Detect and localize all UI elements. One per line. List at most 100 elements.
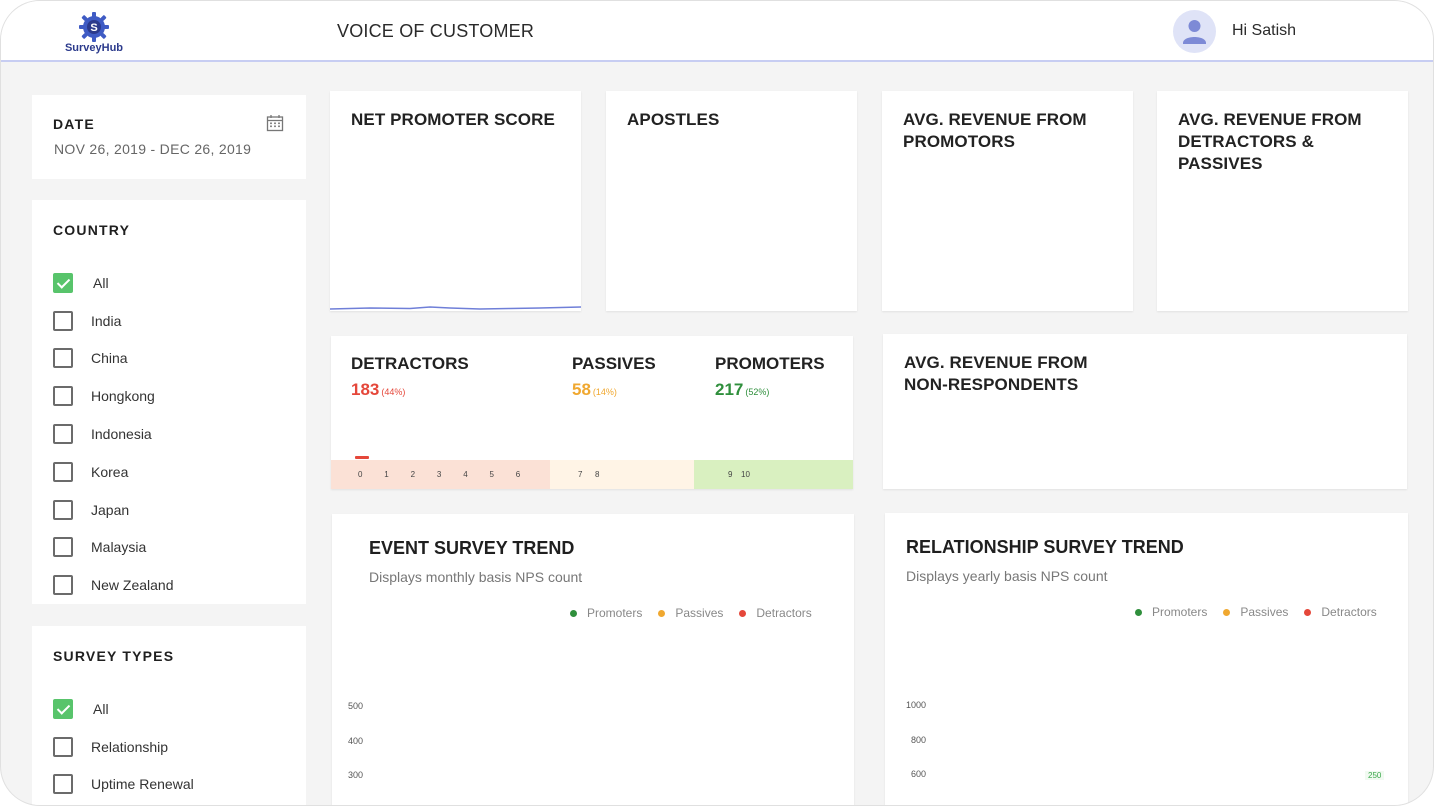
legend-dot [1135,608,1142,616]
y-tick: 400 [348,736,364,746]
checkbox[interactable] [53,348,73,369]
logo[interactable]: S SurveyHub [61,11,127,57]
event-trend-legend: Promoters Passives Detractors [554,606,812,620]
legend-item[interactable]: Detractors [1304,605,1377,619]
scale-tick: 5 [489,470,494,479]
scale-tick: 1 [384,470,389,479]
legend-item[interactable]: Passives [658,606,723,620]
legend-label: Passives [675,606,724,620]
checkbox-label: India [91,312,122,329]
calendar-icon[interactable] [266,114,284,132]
detractors-percent: (44%) [381,387,406,397]
top-bar: S SurveyHub VOICE OF CUSTOMER Hi Satish [1,1,1433,62]
scale-tick: 8 [595,470,600,479]
legend-item[interactable]: Detractors [739,606,812,620]
promoters-block[interactable]: PROMOTERS 217 (52%) [715,354,825,400]
user-greeting[interactable]: Hi Satish [1232,22,1297,39]
legend-item[interactable]: Passives [1223,605,1288,619]
apostles-card[interactable]: APOSTLES [606,91,857,311]
checkbox[interactable] [53,499,73,520]
checkbox-label: Malaysia [91,539,147,556]
relationship-trend-subtitle: Displays yearly basis NPS count [906,568,1108,584]
passives-label: PASSIVES [572,354,656,373]
promoters-value-row: 217 (52%) [715,380,825,400]
checkbox[interactable] [53,736,73,757]
scale-tick: 9 [728,470,733,479]
country-option[interactable]: India [53,302,174,340]
country-option[interactable]: Japan [53,491,174,529]
checkbox[interactable] [53,310,73,331]
country-option[interactable]: All [53,264,174,302]
y-tick: 800 [911,735,927,745]
checkbox[interactable] [53,537,73,558]
survey-types-heading: SURVEY TYPES [53,648,175,664]
survey_types-option[interactable]: Relationship [53,728,194,766]
nps-breakdown-card: DETRACTORS 183 (44%) PASSIVES 58 (14%) PRO… [331,336,853,489]
y-tick: 500 [348,701,364,711]
scale-tick: 6 [515,470,521,479]
user-icon [1183,20,1206,44]
country-option[interactable]: Hongkong [53,377,174,415]
country-option[interactable]: Indonesia [53,415,174,453]
nps-card[interactable]: NET PROMOTER SCORE [330,91,581,311]
country-filter-panel: COUNTRY All India China Hongkong Indonesia Ko… [32,200,306,604]
legend-label: Detractors [756,606,812,620]
checkbox[interactable] [53,424,73,445]
scale-tick: 7 [578,470,583,479]
survey_types-option[interactable]: All [53,690,194,728]
country-option[interactable]: China [53,340,174,378]
legend-dot [1304,608,1312,616]
avg-revenue-promoters-title: AVG. REVENUE FROM PROMOTORS [903,110,1087,151]
checkbox[interactable] [53,386,73,407]
passives-count: 58 [572,380,591,399]
checkbox-label: Relationship [91,738,169,755]
checkbox[interactable] [53,461,73,482]
detractors-label: DETRACTORS [351,354,469,373]
scale-tick: 4 [463,470,468,479]
relationship-trend-title: RELATIONSHIP SURVEY TREND [906,537,1184,557]
event-survey-trend-card: EVENT SURVEY TREND Displays monthly basi… [332,514,854,805]
legend-label: Passives [1240,605,1289,619]
checkbox-label: All [93,274,109,291]
nps-title: NET PROMOTER SCORE [351,110,555,129]
legend-dot [570,609,577,617]
passives-value-row: 58 (14%) [572,380,656,400]
event-trend-title: EVENT SURVEY TREND [369,538,575,558]
legend-label: Detractors [1321,605,1377,619]
legend-label: Promoters [1152,605,1208,619]
checkbox-label: Indonesia [91,426,152,443]
nps-sparkline [330,306,581,310]
legend-item[interactable]: Promoters [1135,605,1207,619]
avg-revenue-promoters-card[interactable]: AVG. REVENUE FROM PROMOTORS [882,91,1133,311]
country-option[interactable]: New Zealand [53,566,174,604]
checkbox[interactable] [53,575,73,596]
avg-revenue-nonrespondents-card[interactable]: AVG. REVENUE FROM NON-RESPONDENTS [883,334,1407,489]
promoters-count: 217 [715,380,744,399]
detractor-range: 0 1 2 3 4 5 6 [331,460,550,489]
date-range[interactable]: NOV 26, 2019 - DEC 26, 2019 [54,141,252,157]
y-tick: 1000 [906,700,927,710]
country-option[interactable]: Korea [53,453,174,491]
passives-block[interactable]: PASSIVES 58 (14%) [572,354,656,400]
avatar[interactable] [1173,10,1216,53]
avg-revenue-detractors-card[interactable]: AVG. REVENUE FROM DETRACTORS & PASSIVES [1157,91,1408,311]
survey-type-options: All Relationship Uptime Renewal [53,690,194,803]
legend-label: Promoters [587,606,643,620]
y-tick: 300 [348,770,364,780]
checkbox-label: Hongkong [91,388,155,405]
detractors-block[interactable]: DETRACTORS 183 (44%) [351,354,469,400]
scale-tick: 3 [436,470,442,479]
promoter-range: 9 10 [694,460,853,489]
survey_types-option[interactable]: Uptime Renewal [53,766,194,804]
legend-item[interactable]: Promoters [570,606,642,620]
date-heading: DATE [53,116,95,132]
checkbox[interactable] [53,698,73,719]
legend-dot [739,609,747,617]
checkbox[interactable] [53,774,73,795]
country-option[interactable]: Malaysia [53,529,174,567]
promoters-label: PROMOTERS [715,354,825,373]
promoters-percent: (52%) [745,387,770,397]
date-filter-panel: DATE NOV 26, 2019 - DEC 26, 2019 [32,95,306,179]
checkbox-label: Japan [91,501,130,518]
checkbox[interactable] [53,272,73,293]
